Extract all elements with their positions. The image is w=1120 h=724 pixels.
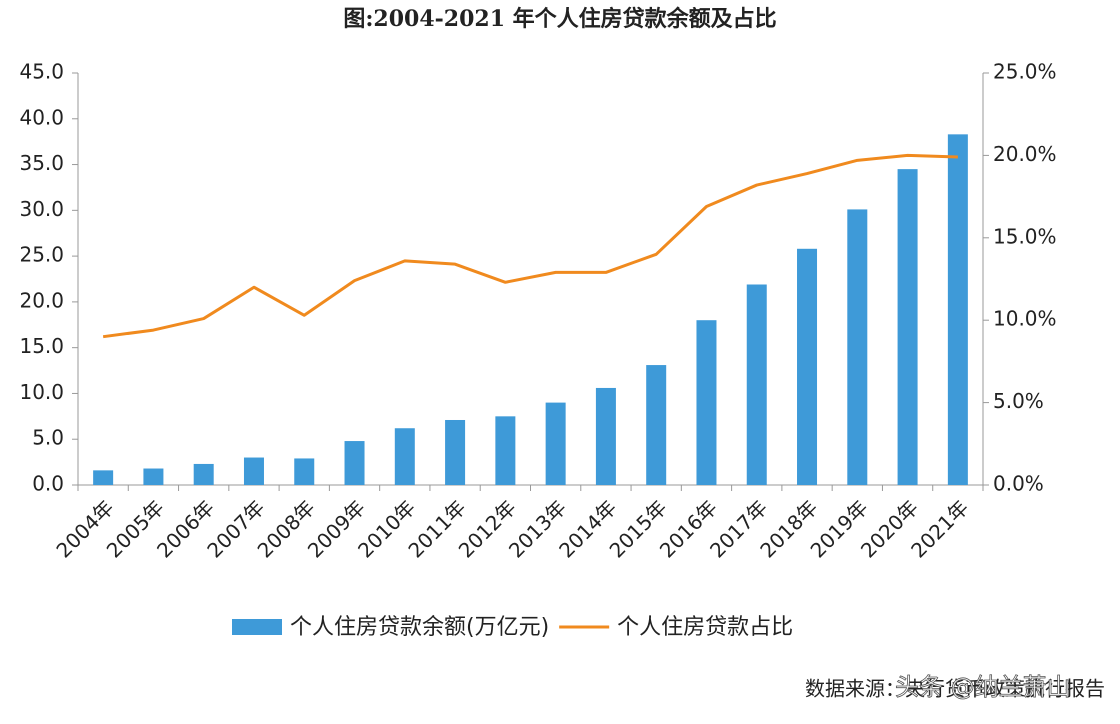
source-note: 数据来源：央行货币政策执行报告	[805, 677, 1105, 701]
bar	[243, 457, 264, 485]
y2-tick-label: 10.0%	[993, 307, 1057, 331]
bar	[595, 387, 616, 485]
chart-title: 图:2004-2021 年个人住房贷款余额及占比	[343, 6, 776, 32]
bar	[445, 419, 466, 485]
y2-tick-label: 0.0%	[993, 472, 1044, 496]
bar	[897, 169, 918, 485]
y-tick-label: 35.0	[19, 151, 64, 175]
legend-label: 个人住房贷款占比	[617, 615, 793, 640]
legend-label: 个人住房贷款余额(万亿元)	[290, 615, 549, 640]
y-tick-label: 15.0	[19, 334, 64, 358]
y-tick-label: 30.0	[19, 197, 64, 221]
watermark: 头条 @纳兰萧山	[895, 673, 1071, 701]
x-tick-label: 2021年	[906, 495, 973, 562]
y2-tick-label: 5.0%	[993, 389, 1044, 413]
y-tick-label: 25.0	[19, 243, 64, 267]
bar	[797, 248, 818, 485]
y2-tick-label: 25.0%	[993, 60, 1057, 84]
bar	[344, 441, 365, 485]
legend-swatch	[232, 619, 282, 635]
y-tick-label: 40.0	[19, 105, 64, 129]
bar	[143, 468, 164, 485]
bar	[696, 320, 717, 485]
bar	[394, 428, 415, 485]
bar	[746, 284, 767, 485]
bar	[93, 470, 114, 485]
y-tick-label: 45.0	[19, 60, 64, 84]
bar	[495, 416, 516, 485]
y-tick-label: 20.0	[19, 288, 64, 312]
bar	[193, 463, 214, 485]
line	[102, 153, 958, 339]
y2-tick-label: 20.0%	[993, 142, 1057, 166]
bar	[847, 209, 868, 485]
bar	[294, 458, 315, 485]
y-tick-label: 10.0	[19, 380, 64, 404]
bar	[545, 402, 566, 485]
bar	[947, 134, 968, 485]
y-tick-label: 5.0	[32, 426, 64, 450]
bar	[646, 365, 667, 485]
y-tick-label: 0.0	[32, 472, 64, 496]
y2-tick-label: 15.0%	[993, 224, 1057, 248]
